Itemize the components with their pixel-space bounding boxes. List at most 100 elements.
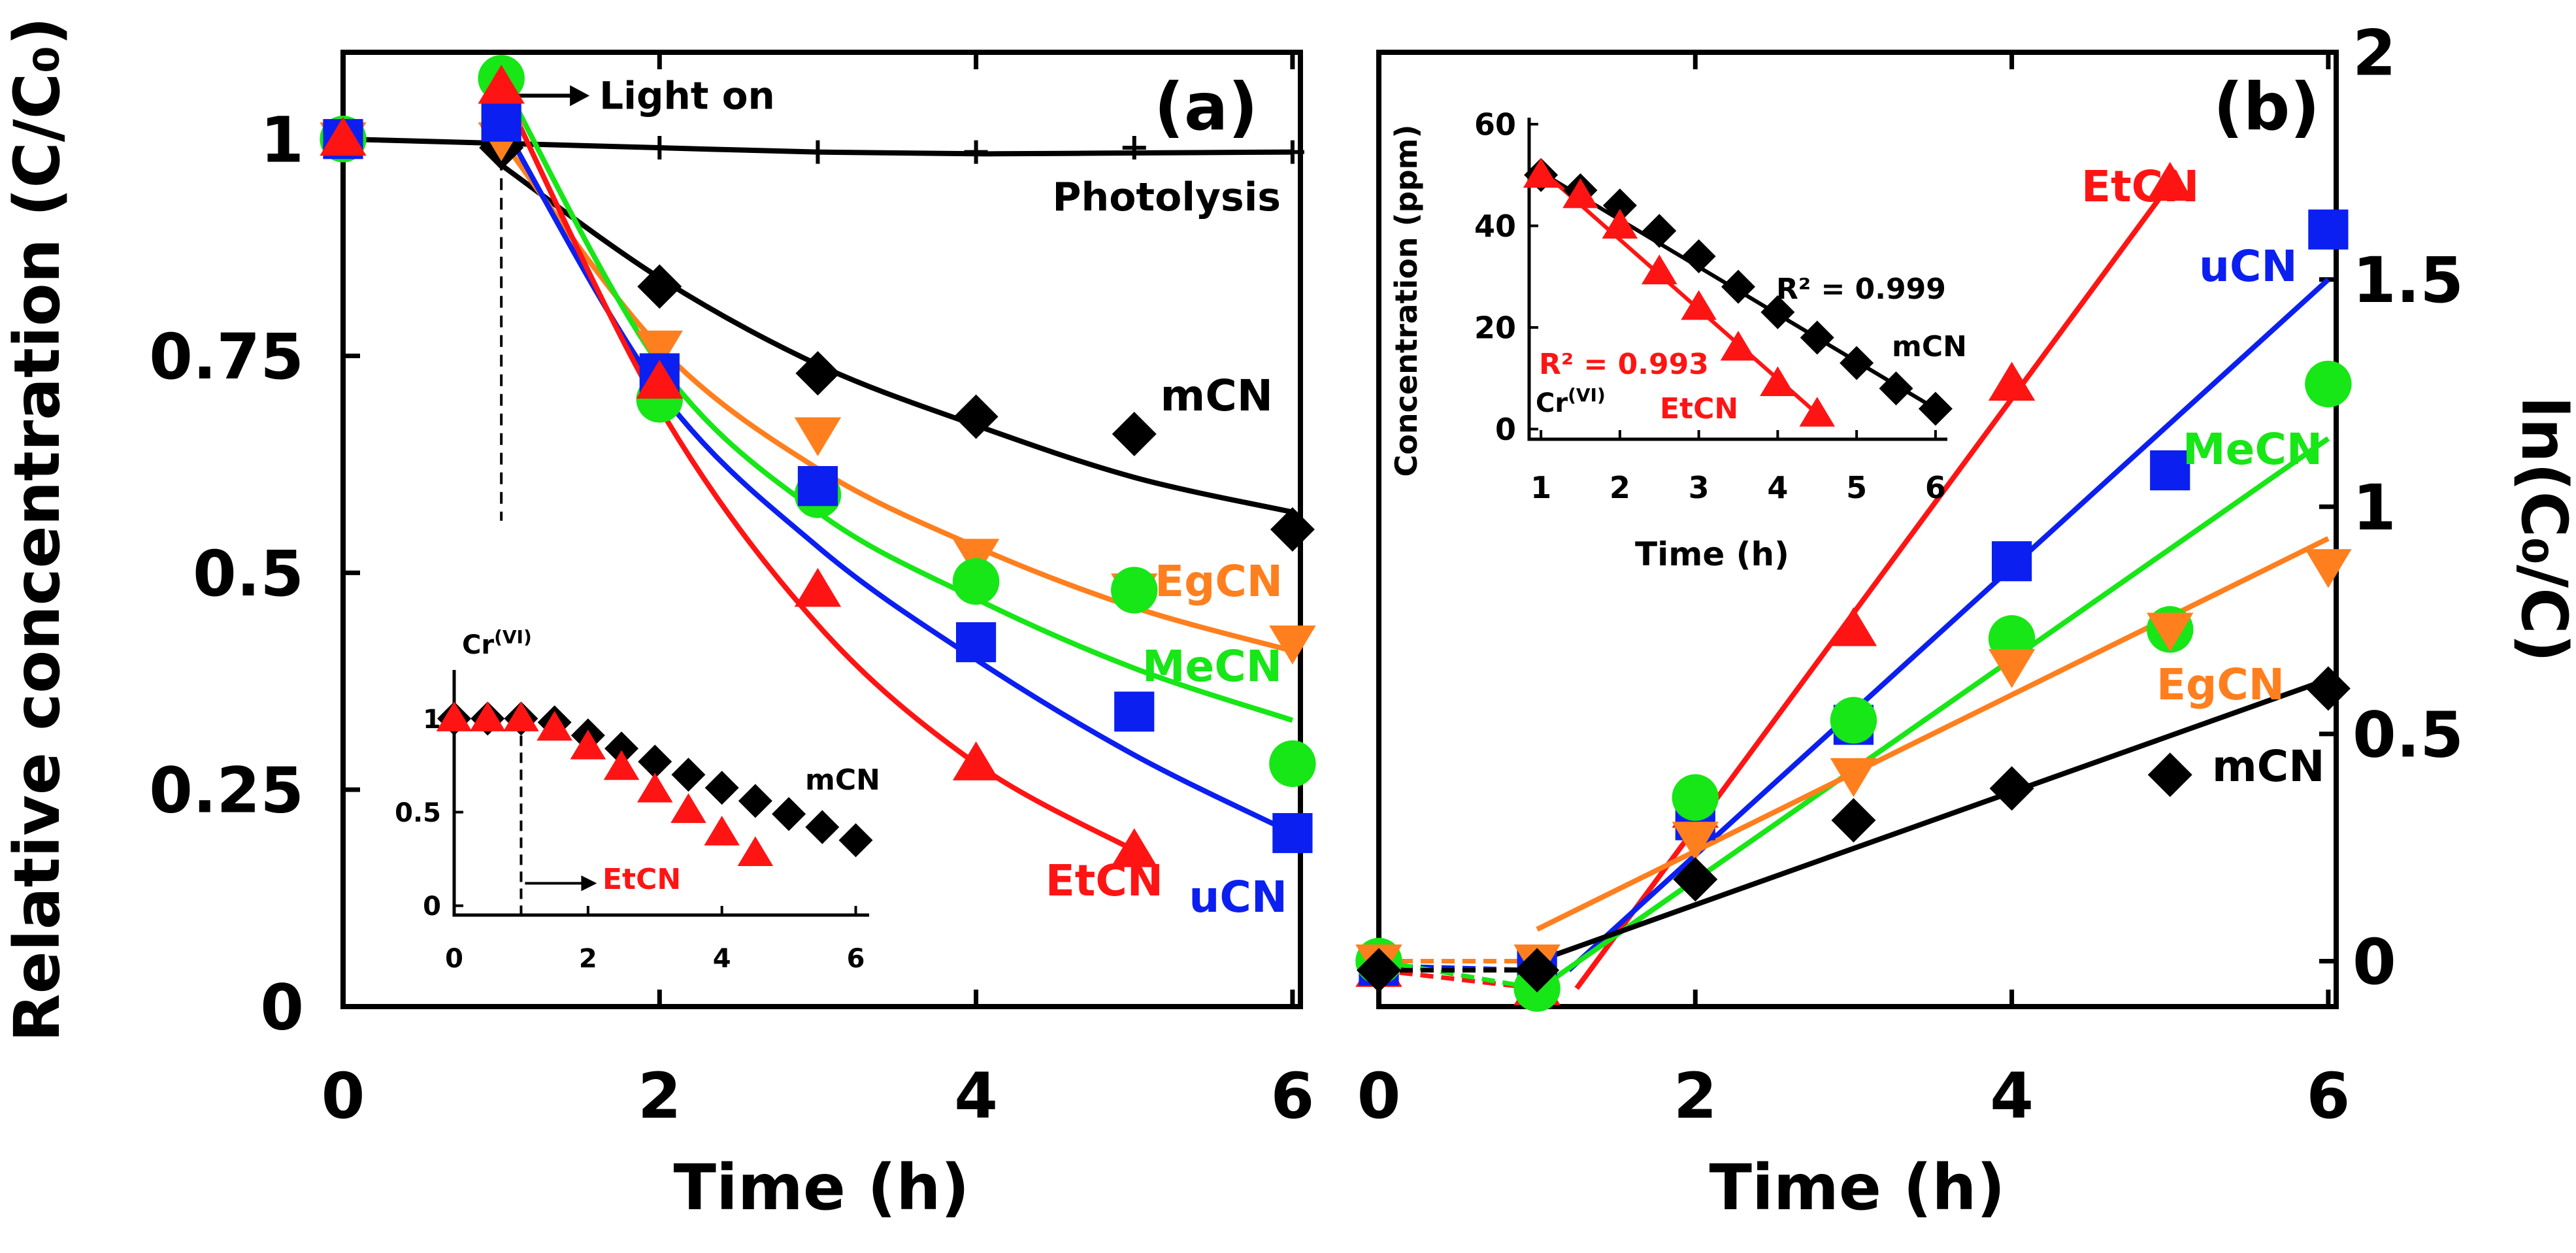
mecn-fit-line-a (499, 76, 1294, 723)
panel-a-label: (a) (1154, 69, 1258, 145)
y-tick-label: 0 (1495, 412, 1516, 447)
mcn-point-b (1831, 797, 1876, 843)
egcn-fit-line-b (1536, 536, 2330, 932)
etcn-point-b (2147, 161, 2194, 201)
etcn-point-b (1988, 361, 2036, 401)
ucn-point-b (2308, 209, 2349, 250)
inset-b-mcn-point (1721, 269, 1755, 304)
x-tick-label: 2 (1674, 1060, 1717, 1133)
inset-a-etcn-point (737, 836, 774, 867)
inset-b-etcn-point (1681, 290, 1717, 320)
mecn-fit-line-b (1551, 436, 2330, 982)
egcn-label-a: EgCN (1155, 556, 1283, 607)
x-tick-label: 4 (954, 1060, 998, 1133)
panel-a-chart: 0 2 4 6 0 0.25 0.5 0.75 1 Light on (a) Photolysi… (1, 17, 1316, 1224)
y-tick-label: 0.5 (395, 798, 441, 828)
photolysis-point (1280, 140, 1304, 164)
mecn-point-b (1830, 697, 1877, 744)
ucn-point-b (2150, 450, 2190, 491)
y-tick-label: 0 (260, 971, 304, 1044)
x-tick-label: 0 (1357, 1060, 1401, 1133)
panel-b-plot-frame (1376, 50, 2339, 1009)
mecn-point-b (1672, 774, 1719, 821)
inset-b-etcn-point (1641, 254, 1677, 284)
inset-a-mcn-point (838, 823, 873, 858)
panel-b-y-axis-label: ln(C₀/C) (2507, 396, 2576, 662)
ucn-point-a (955, 622, 997, 663)
inset-a-etcn-point (503, 701, 539, 731)
y-tick-label: 1 (260, 103, 304, 176)
inset-a-etcn-point (636, 773, 673, 803)
inset-a-etcn-point (603, 750, 640, 780)
etcn-fit-line-b (1574, 182, 2172, 990)
ucn-point-a (1272, 812, 1313, 854)
inset-b-etcn-label: EtCN (1660, 392, 1738, 426)
egcn-point-b (2147, 612, 2194, 652)
inset-b-mcn-point (1879, 371, 1913, 406)
x-tick-label: 6 (2306, 1060, 2350, 1133)
y-tick-label: 1.5 (2353, 244, 2464, 317)
x-tick-label: 6 (1270, 1060, 1314, 1133)
etcn-point-a (636, 359, 683, 399)
inset-b-mcn-point (1642, 214, 1677, 248)
mecn-point-a (1269, 740, 1316, 788)
inset-b-mcn-point (1602, 188, 1637, 223)
inset-a-etcn-point (537, 710, 572, 741)
egcn-label-b: EgCN (2156, 660, 2285, 710)
inset-b-etcn-point (1523, 158, 1559, 188)
ucn-point-b (1991, 541, 2032, 582)
inset-a-etcn-point (570, 729, 606, 760)
inset-a-etcn-point (670, 793, 706, 824)
etcn-point-a (1111, 828, 1158, 867)
y-tick-label: 60 (1474, 107, 1516, 142)
etcn-point-a (478, 65, 525, 104)
ucn-point-a (1114, 692, 1155, 732)
panel-a-inset: 0 2 4 600.51 Cr(VI) mCN EtCN (395, 626, 880, 974)
y-tick-label: 0 (423, 892, 441, 922)
y-tick-label: 2 (2353, 17, 2396, 90)
photolysis-point (964, 140, 988, 164)
inset-b-r2-etcn: R² = 0.993 (1539, 348, 1709, 381)
inset-a-etcn-label: EtCN (603, 863, 681, 896)
inset-b-etcn-point (1562, 178, 1598, 209)
mecn-point-a (952, 558, 1000, 605)
etcn-label-a: EtCN (1046, 856, 1163, 906)
x-tick-label: 4 (1990, 1060, 2034, 1133)
mcn-point-b (1515, 948, 1560, 993)
panel-a-y-axis-label: Relative concentration (C/C₀) (1, 17, 74, 1042)
mecn-point-a (1111, 567, 1158, 614)
mcn-point-a (953, 394, 999, 439)
inset-a-mcn-point (671, 758, 706, 792)
y-tick-label: 0.5 (193, 537, 304, 610)
egcn-point-a (794, 417, 842, 456)
x-tick-label: 0 (322, 1060, 365, 1133)
inset-b-mcn-point (1840, 346, 1874, 380)
inset-b-mcn-point (1681, 239, 1716, 274)
y-tick-label: 0 (2353, 926, 2396, 999)
mcn-point-b (1673, 857, 1718, 902)
inset-b-etcn-point (1760, 366, 1796, 396)
mcn-point-a (637, 264, 682, 309)
x-tick-label: 5 (1846, 470, 1867, 505)
egcn-point-b (1672, 822, 1719, 861)
mcn-point-a (1270, 507, 1315, 552)
etcn-point-b (1830, 607, 1877, 646)
mecn-label-b: MeCN (2183, 424, 2322, 475)
y-tick-label: 40 (1474, 209, 1516, 244)
egcn-point-b (2305, 549, 2352, 588)
mcn-label-b: mCN (2212, 741, 2324, 792)
inset-b-species-label: Cr(VI) (1536, 384, 1606, 418)
ucn-point-a (797, 466, 838, 507)
y-tick-label: 20 (1474, 310, 1516, 346)
inset-b-r2-mcn: R² = 0.999 (1776, 273, 1946, 306)
x-tick-label: 2 (579, 944, 597, 974)
ucn-point-a (481, 101, 521, 142)
inset-b-x-axis-label: Time (h) (1635, 535, 1789, 573)
inset-a-etcn-point (469, 701, 506, 731)
mecn-label-a: MeCN (1142, 641, 1282, 692)
inset-a-mcn-label: mCN (805, 763, 880, 797)
etcn-point-a (794, 567, 842, 607)
mcn-point-a (795, 351, 840, 396)
etcn-fit-line-a (499, 86, 1136, 853)
